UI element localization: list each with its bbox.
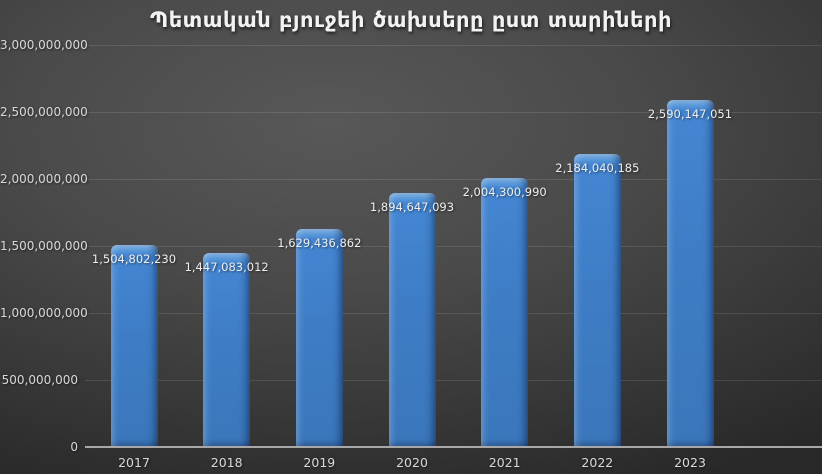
- gridline: [85, 111, 822, 113]
- y-axis-tick-label: 3,000,000,000: [0, 38, 88, 52]
- data-label-2018: 1,447,083,012: [184, 260, 269, 275]
- data-label-2017: 1,504,802,230: [91, 252, 177, 267]
- data-label-2021: 2,004,300,990: [462, 185, 547, 200]
- gridline: [85, 379, 822, 381]
- data-label-2019: 1,629,436,862: [277, 235, 362, 250]
- gridline: [85, 312, 822, 314]
- gridline: [85, 178, 822, 180]
- y-axis-tick-label: 1,000,000,000: [0, 306, 88, 320]
- x-axis-label-2018: 2018: [210, 455, 243, 470]
- y-axis-tick-label: 2,000,000,000: [0, 172, 88, 186]
- data-label-2020: 1,894,647,093: [369, 200, 455, 215]
- data-label-2022: 2,184,040,185: [555, 161, 640, 176]
- bar-2019: [295, 228, 343, 447]
- chart-title: Պետական բյուջեի ծախսերը ըստ տարիների: [149, 8, 672, 32]
- bar-2022: [573, 154, 621, 447]
- y-axis-tick-label: 1,500,000,000: [0, 239, 88, 253]
- bar-2017: [110, 245, 158, 447]
- x-axis-label-2021: 2021: [488, 455, 521, 470]
- bar-2021: [481, 178, 529, 447]
- x-axis-line: [85, 446, 822, 448]
- x-axis-label-2019: 2019: [303, 455, 336, 470]
- gridline: [85, 44, 822, 46]
- y-axis-tick-label: 500,000,000: [1, 373, 78, 387]
- x-axis-label-2023: 2023: [674, 455, 706, 470]
- x-axis-label-2020: 2020: [396, 455, 428, 470]
- bar-2023: [666, 99, 714, 447]
- bar-2020: [388, 193, 436, 447]
- x-axis-label-2022: 2022: [581, 455, 614, 470]
- gridline: [85, 245, 822, 247]
- y-axis-tick-label: 2,500,000,000: [0, 105, 88, 119]
- bar-2018: [203, 253, 251, 447]
- x-axis-label-2017: 2017: [118, 455, 150, 470]
- data-label-2023: 2,590,147,051: [647, 106, 733, 121]
- y-axis-tick-label: 0: [70, 440, 78, 454]
